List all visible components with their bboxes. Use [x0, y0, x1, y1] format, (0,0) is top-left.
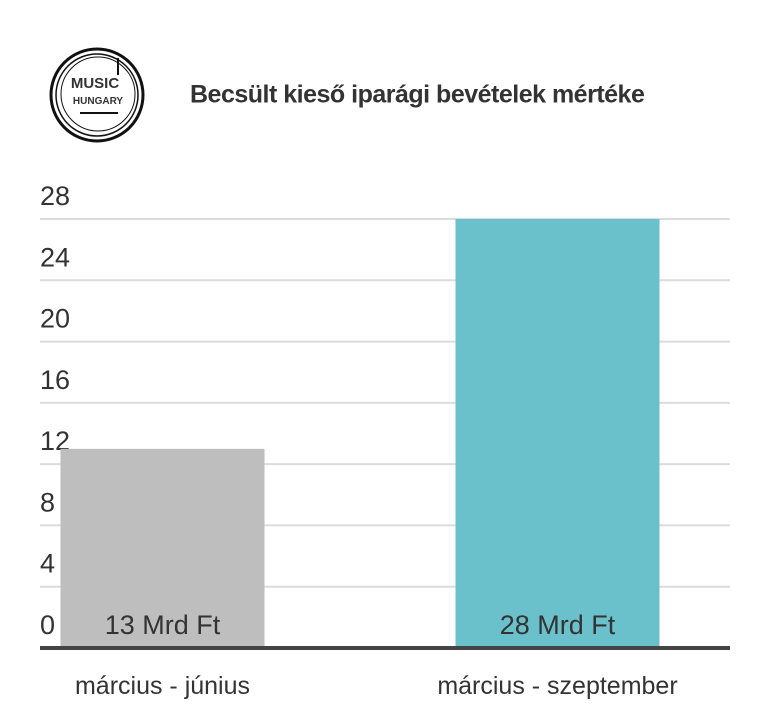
x-tick-label: március - június	[75, 672, 250, 700]
x-tick-label: március - szeptember	[437, 672, 677, 700]
y-tick-label: 8	[40, 487, 55, 517]
y-tick-label: 0	[40, 610, 55, 640]
logo-text: HUNGARY	[73, 96, 124, 107]
y-tick-label: 4	[40, 549, 55, 579]
y-tick-label: 20	[40, 304, 70, 334]
bar	[455, 219, 660, 648]
chart-title: Becsült kieső iparági bevételek mértéke	[190, 81, 645, 109]
value-label: 28 Mrd Ft	[500, 610, 616, 640]
logo: MUSIC HUNGARY	[49, 47, 145, 143]
logo-text: MUSIC	[71, 75, 120, 92]
y-tick-label: 16	[40, 365, 70, 395]
y-tick-label: 28	[40, 181, 70, 211]
logo-ring	[49, 47, 145, 143]
value-label: 13 Mrd Ft	[105, 610, 221, 640]
y-tick-label: 24	[40, 242, 70, 272]
logo-ring	[55, 53, 139, 137]
logo-ring	[60, 56, 136, 132]
bar	[60, 448, 265, 648]
